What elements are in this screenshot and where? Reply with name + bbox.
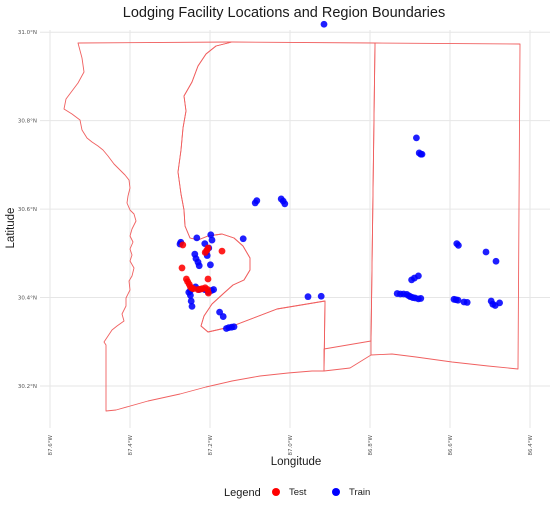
train-point xyxy=(208,236,216,244)
x-tick-label: 86.6°W xyxy=(448,434,454,455)
test-point xyxy=(178,264,186,272)
x-tick-label: 87.4°W xyxy=(128,434,134,455)
train-point xyxy=(455,241,462,249)
legend-train-label: Train xyxy=(349,487,370,498)
train-point xyxy=(230,323,238,331)
y-tick-label: 30.6°N xyxy=(18,207,37,213)
y-tick-label: 30.4°N xyxy=(18,296,37,302)
region-boundary-central xyxy=(177,41,376,372)
train-point xyxy=(195,262,203,270)
train-point xyxy=(417,295,425,302)
train-point xyxy=(413,134,420,142)
y-axis-label: Latitude xyxy=(5,208,17,249)
y-tick-label: 30.8°N xyxy=(18,119,37,125)
train-point xyxy=(193,234,201,242)
train-point xyxy=(253,197,261,205)
train-point xyxy=(188,302,196,310)
train-point xyxy=(281,200,289,208)
test-point xyxy=(203,246,211,254)
test-point xyxy=(179,241,187,249)
train-point xyxy=(187,291,194,299)
legend-items: Test Train xyxy=(272,487,370,498)
train-point xyxy=(304,293,312,301)
chart-title: Lodging Facility Locations and Region Bo… xyxy=(123,5,445,21)
train-point xyxy=(482,248,490,256)
facility-points xyxy=(176,20,503,332)
train-point xyxy=(492,257,500,265)
test-point xyxy=(204,275,212,283)
region-boundaries xyxy=(63,41,521,412)
train-point xyxy=(210,286,218,293)
train-point xyxy=(418,150,426,158)
x-tick-label: 86.8°W xyxy=(368,434,374,455)
x-tick-label: 87.6°W xyxy=(48,434,54,455)
legend: Legend Test Train xyxy=(224,487,370,499)
x-tick-label: 87.0°W xyxy=(288,434,294,455)
train-point xyxy=(320,20,328,28)
region-boundary-coast xyxy=(323,354,372,372)
train-point xyxy=(463,299,471,306)
test-point xyxy=(218,247,226,255)
x-tick-label: 87.2°W xyxy=(208,434,214,455)
train-point xyxy=(207,261,214,269)
y-tick-label: 31.0°N xyxy=(18,30,37,36)
region-boundary-east xyxy=(370,42,521,370)
train-point xyxy=(207,231,215,239)
train-point xyxy=(496,299,503,307)
legend-test-label: Test xyxy=(289,487,307,498)
legend-test-marker xyxy=(272,488,280,496)
x-tick-label: 86.4°W xyxy=(528,434,534,455)
train-point xyxy=(219,313,227,320)
gridlines xyxy=(40,30,550,428)
train-point xyxy=(317,292,325,300)
train-point xyxy=(454,296,462,304)
legend-train-marker xyxy=(332,488,340,496)
axis-ticks: 87.6°W 87.4°W 87.2°W 87.0°W 86.8°W 86.6°W 86.4… xyxy=(18,30,534,455)
x-axis-label: Longitude xyxy=(271,456,322,468)
test-point xyxy=(205,289,212,297)
legend-title: Legend xyxy=(224,487,261,499)
region-boundary-west xyxy=(63,41,326,412)
test-point xyxy=(189,285,197,293)
train-point xyxy=(187,297,195,305)
train-point xyxy=(239,235,247,243)
y-tick-label: 30.2°N xyxy=(18,384,37,390)
train-point xyxy=(415,272,422,280)
